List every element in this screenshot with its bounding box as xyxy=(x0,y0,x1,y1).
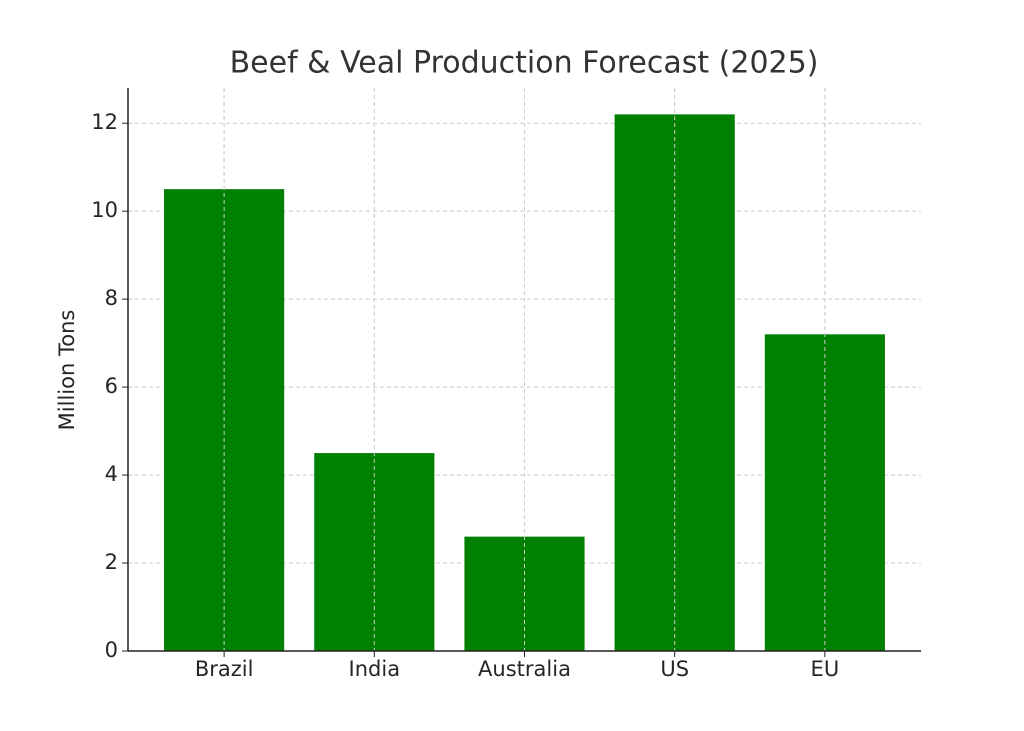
x-tick-label: India xyxy=(349,657,401,681)
y-tick-label: 6 xyxy=(105,374,118,398)
y-tick-label: 0 xyxy=(105,638,118,662)
y-axis-label: Million Tons xyxy=(55,310,79,431)
chart-title: Beef & Veal Production Forecast (2025) xyxy=(230,46,819,81)
x-tick-label: EU xyxy=(811,657,840,681)
x-tick-label: Australia xyxy=(478,657,571,681)
y-tick-label: 8 xyxy=(105,286,118,310)
y-tick-label: 2 xyxy=(105,550,118,574)
x-tick-label: US xyxy=(660,657,689,681)
y-tick-label: 12 xyxy=(91,110,118,134)
y-tick-label: 10 xyxy=(91,198,118,222)
x-tick-label: Brazil xyxy=(195,657,254,681)
bar xyxy=(764,334,885,651)
y-tick-label: 4 xyxy=(105,462,118,486)
